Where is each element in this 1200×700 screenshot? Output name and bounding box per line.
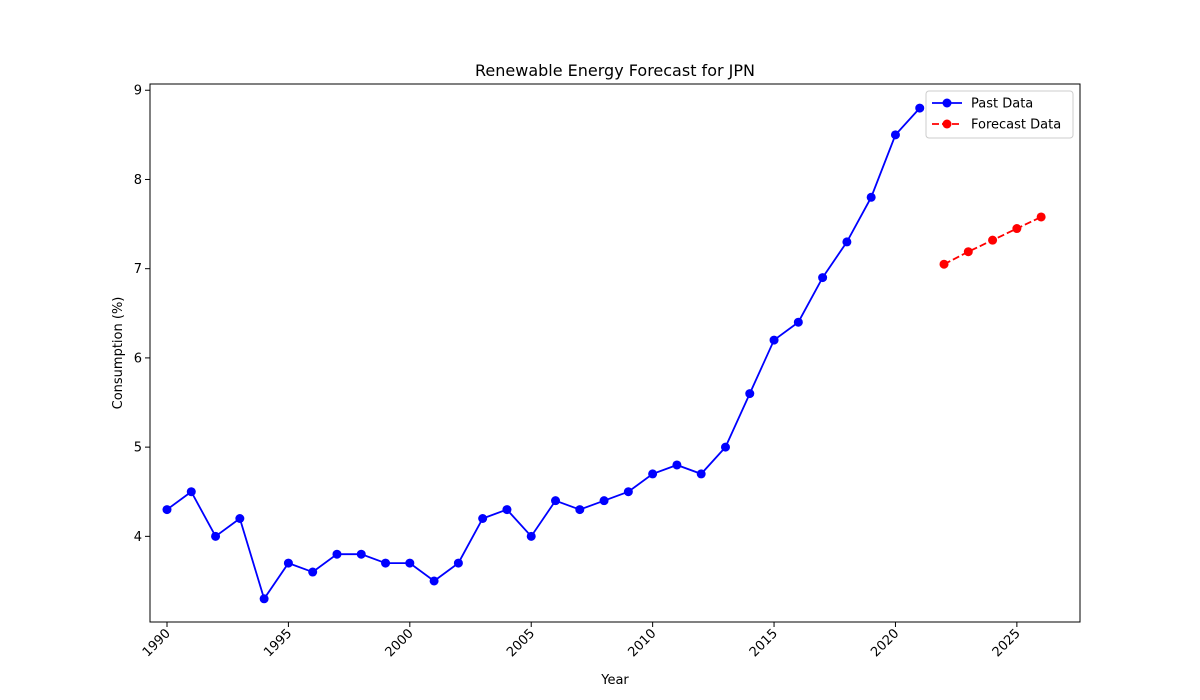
series-line-past (166, 107, 921, 601)
data-point (1036, 212, 1046, 222)
x-axis-ticks: 1990 1995 2000 2005 2010 2015 2020 2025 (140, 622, 1024, 660)
data-point (842, 237, 852, 247)
x-tick-label: 1995 (261, 626, 295, 660)
data-point (259, 594, 269, 604)
x-tick-label: 2010 (625, 626, 659, 660)
y-axis-ticks: 4 5 6 7 8 9 (134, 84, 150, 545)
data-point (623, 487, 633, 497)
data-point (866, 192, 876, 202)
x-tick-label: 1990 (140, 626, 174, 660)
legend-marker (942, 119, 952, 129)
y-tick-label: 5 (134, 441, 142, 456)
data-point (963, 247, 973, 257)
data-point (988, 235, 998, 245)
data-point (745, 389, 755, 399)
legend: Past Data Forecast Data (925, 90, 1074, 139)
chart-title: Renewable Energy Forecast for JPN (475, 61, 755, 80)
data-point (186, 487, 196, 497)
legend-box (925, 90, 1074, 139)
data-point (235, 514, 245, 524)
data-point (769, 335, 779, 345)
y-tick-label: 7 (134, 262, 142, 277)
data-point (575, 505, 585, 515)
legend-label: Forecast Data (971, 118, 1061, 133)
data-point (283, 558, 293, 568)
x-tick-label: 2005 (504, 626, 538, 660)
data-point (1012, 224, 1022, 234)
data-point (332, 549, 342, 559)
y-tick-label: 4 (134, 530, 142, 545)
data-point (405, 558, 415, 568)
y-tick-label: 9 (134, 84, 142, 99)
data-point (356, 549, 366, 559)
data-point (502, 505, 512, 515)
plot-area (149, 83, 1081, 623)
data-point (696, 469, 706, 479)
data-point (526, 531, 536, 541)
data-point (453, 558, 463, 568)
data-point (793, 317, 803, 327)
x-tick-label: 2025 (990, 626, 1024, 660)
data-point (818, 273, 828, 283)
data-point (162, 505, 172, 515)
data-point (599, 496, 609, 506)
y-axis-label: Consumption (%) (111, 297, 126, 410)
data-point (478, 514, 488, 524)
legend-marker (942, 98, 952, 108)
series-layer (162, 103, 1046, 604)
data-point (211, 531, 221, 541)
legend-label: Past Data (971, 97, 1033, 112)
data-point (890, 130, 900, 140)
x-tick-label: 2000 (383, 626, 417, 660)
data-point (648, 469, 658, 479)
data-point (720, 442, 730, 452)
data-point (915, 103, 925, 113)
data-point (429, 576, 439, 586)
x-tick-label: 2020 (868, 626, 902, 660)
x-tick-label: 2015 (747, 626, 781, 660)
data-point (381, 558, 391, 568)
data-point (939, 259, 949, 269)
y-tick-label: 8 (134, 173, 142, 188)
data-point (551, 496, 561, 506)
data-point (672, 460, 682, 470)
y-tick-label: 6 (134, 351, 142, 366)
data-point (308, 567, 318, 577)
x-axis-label: Year (600, 673, 629, 688)
